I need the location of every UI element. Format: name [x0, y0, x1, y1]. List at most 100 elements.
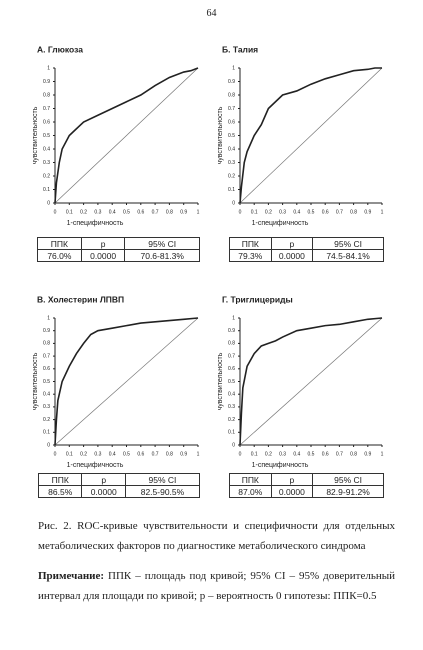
- x-tick-label: 0.9: [180, 451, 187, 457]
- y-tick-label: 0.7: [43, 106, 50, 112]
- value-cell: 0.0000: [270, 249, 314, 262]
- header-cell: ППК: [229, 473, 272, 486]
- x-tick-label: 1: [197, 451, 200, 457]
- x-tick-label: 0.6: [322, 209, 329, 215]
- value-cell: 87.0%: [229, 485, 272, 498]
- y-tick-label: 0.8: [228, 92, 235, 98]
- y-tick-label: 1: [232, 65, 235, 71]
- x-tick-label: 0: [54, 451, 57, 457]
- y-tick-label: 0.2: [228, 173, 235, 179]
- y-tick-label: 0.5: [43, 379, 50, 385]
- page-number: 64: [206, 8, 217, 19]
- x-tick-label: 0.4: [109, 451, 116, 457]
- y-tick-label: 0.4: [228, 146, 235, 152]
- y-tick-label: 0.8: [43, 92, 50, 98]
- header-cell: 95% CI: [124, 237, 200, 250]
- x-tick-label: 0.1: [66, 451, 73, 457]
- table-row: ППК p 95% CI: [37, 237, 200, 250]
- x-tick-label: 0.4: [109, 209, 116, 215]
- x-tick-label: 0.1: [251, 209, 258, 215]
- value-cell: 74.5-84.1%: [312, 249, 384, 262]
- header-cell: ППК: [37, 237, 82, 250]
- x-tick-label: 0.5: [308, 451, 315, 457]
- x-tick-label: 0.8: [166, 451, 173, 457]
- x-tick-label: 0.8: [350, 209, 357, 215]
- x-tick-label: 0.6: [322, 451, 329, 457]
- table-row: 79.3% 0.0000 74.5-84.1%: [229, 249, 384, 262]
- table-row: ППК p 95% CI: [37, 473, 201, 486]
- value-cell: 82.9-91.2%: [312, 485, 384, 498]
- chart-title: Б. Талия: [222, 44, 258, 54]
- y-tick-label: 0.7: [228, 106, 235, 112]
- y-tick-label: 1: [47, 65, 50, 71]
- header-cell: p: [81, 473, 126, 486]
- y-tick-label: 0.9: [228, 79, 235, 85]
- value-cell: 0.0000: [270, 485, 314, 498]
- y-tick-label: 0.7: [228, 353, 235, 359]
- y-tick-label: 0: [47, 442, 50, 448]
- x-tick-label: 1: [381, 209, 384, 215]
- y-tick-label: 0.6: [228, 119, 235, 125]
- x-tick-label: 0.7: [336, 209, 343, 215]
- y-tick-label: 0.5: [43, 133, 50, 139]
- y-tick-label: 0.2: [43, 173, 50, 179]
- x-axis-label: 1-специфичность: [67, 220, 124, 227]
- x-tick-label: 0.5: [123, 451, 130, 457]
- y-axis-label: чувствительность: [32, 106, 39, 164]
- table-row: 86.5% 0.0000 82.5-90.5%: [37, 485, 201, 498]
- x-tick-label: 0.3: [94, 209, 101, 215]
- y-tick-label: 0: [232, 200, 235, 206]
- y-tick-label: 0.1: [228, 187, 235, 193]
- note-label: Примечание:: [38, 570, 105, 582]
- value-cell: 76.0%: [37, 249, 82, 262]
- header-cell: 95% CI: [312, 473, 384, 486]
- y-tick-label: 0.4: [43, 392, 50, 398]
- table-row: 87.0% 0.0000 82.9-91.2%: [229, 485, 384, 498]
- value-cell: 82.5-90.5%: [124, 485, 201, 498]
- y-tick-label: 0.3: [228, 160, 235, 166]
- reference-diagonal: [239, 317, 383, 446]
- x-tick-label: 0.9: [364, 209, 371, 215]
- reference-diagonal: [239, 67, 383, 204]
- x-tick-label: 0: [239, 209, 242, 215]
- header-cell: ППК: [229, 237, 272, 250]
- y-tick-label: 0.4: [228, 392, 235, 398]
- x-tick-label: 0.2: [265, 209, 272, 215]
- y-tick-label: 0.3: [228, 404, 235, 410]
- stats-table: ППК p 95% CI 86.5% 0.0000 82.5-90.5%: [37, 473, 201, 498]
- x-tick-label: 0.8: [350, 451, 357, 457]
- stats-table: ППК p 95% CI 76.0% 0.0000 70.6-81.3%: [37, 237, 200, 262]
- y-tick-label: 0: [47, 200, 50, 206]
- x-tick-label: 0.9: [180, 209, 187, 215]
- x-tick-label: 0.2: [80, 209, 87, 215]
- x-tick-label: 0.8: [166, 209, 173, 215]
- table-row: 76.0% 0.0000 70.6-81.3%: [37, 249, 200, 262]
- value-cell: 0.0000: [81, 485, 126, 498]
- y-tick-label: 0.1: [43, 430, 50, 436]
- y-tick-label: 0.2: [228, 417, 235, 423]
- x-tick-label: 0: [239, 451, 242, 457]
- x-tick-label: 0.9: [364, 451, 371, 457]
- chart-title: В. Холестерин ЛПВП: [37, 294, 124, 304]
- roc-curve: [54, 317, 199, 446]
- reference-diagonal: [54, 67, 199, 204]
- y-tick-label: 0.9: [43, 328, 50, 334]
- chart-title: А. Глюкоза: [37, 44, 83, 54]
- stats-table: ППК p 95% CI 87.0% 0.0000 82.9-91.2%: [229, 473, 384, 498]
- y-tick-label: 0.9: [43, 79, 50, 85]
- y-tick-label: 0.7: [43, 353, 50, 359]
- y-tick-label: 1: [47, 315, 50, 321]
- y-tick-label: 0.4: [43, 146, 50, 152]
- header-cell: p: [80, 237, 126, 250]
- header-cell: 95% CI: [124, 473, 201, 486]
- x-tick-label: 0.7: [152, 451, 159, 457]
- x-tick-label: 0.6: [137, 209, 144, 215]
- y-tick-label: 0.8: [43, 341, 50, 347]
- x-tick-label: 0.2: [80, 451, 87, 457]
- y-tick-label: 0.5: [228, 379, 235, 385]
- y-tick-label: 0.1: [43, 187, 50, 193]
- x-axis-label: 1-специфичность: [67, 462, 124, 469]
- y-tick-label: 1: [232, 315, 235, 321]
